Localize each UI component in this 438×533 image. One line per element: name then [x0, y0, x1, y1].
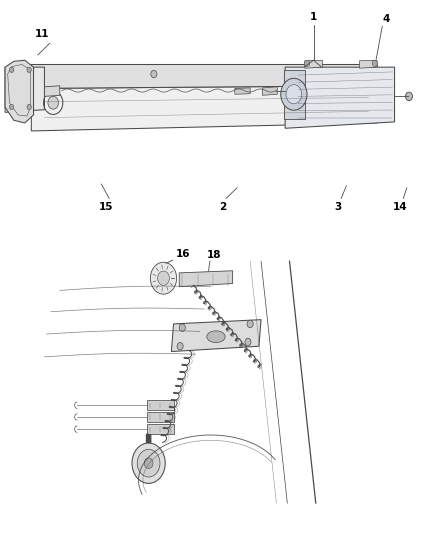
Circle shape — [179, 324, 185, 332]
Polygon shape — [31, 64, 376, 88]
Text: 14: 14 — [392, 201, 406, 212]
Polygon shape — [179, 271, 232, 287]
Circle shape — [27, 67, 31, 72]
Polygon shape — [171, 320, 261, 352]
Circle shape — [280, 78, 306, 110]
Circle shape — [286, 85, 301, 104]
Circle shape — [10, 104, 14, 110]
Circle shape — [144, 458, 152, 469]
Polygon shape — [147, 412, 173, 422]
Polygon shape — [304, 60, 321, 68]
Circle shape — [157, 271, 169, 285]
Polygon shape — [147, 424, 173, 434]
Circle shape — [137, 449, 159, 477]
Polygon shape — [5, 67, 44, 112]
Text: 3: 3 — [333, 201, 340, 212]
Circle shape — [48, 96, 58, 109]
Text: 15: 15 — [98, 201, 113, 212]
Ellipse shape — [206, 331, 225, 343]
Circle shape — [244, 338, 251, 346]
Circle shape — [405, 92, 412, 101]
Text: 1: 1 — [309, 12, 317, 22]
Circle shape — [150, 70, 156, 78]
Circle shape — [27, 104, 31, 110]
Text: 16: 16 — [175, 249, 190, 259]
Polygon shape — [284, 70, 304, 119]
Circle shape — [177, 343, 183, 350]
Polygon shape — [44, 86, 60, 96]
Circle shape — [304, 60, 309, 67]
Polygon shape — [31, 86, 376, 131]
Circle shape — [132, 443, 165, 483]
Text: 11: 11 — [35, 29, 49, 39]
Polygon shape — [262, 87, 277, 95]
Text: 18: 18 — [207, 250, 221, 260]
Circle shape — [247, 320, 253, 328]
Polygon shape — [285, 67, 394, 128]
Circle shape — [371, 60, 377, 67]
Circle shape — [10, 67, 14, 72]
Circle shape — [150, 262, 176, 294]
Text: 2: 2 — [219, 201, 226, 212]
Polygon shape — [234, 88, 250, 94]
Text: 4: 4 — [381, 13, 389, 23]
Polygon shape — [147, 400, 173, 410]
Polygon shape — [5, 60, 33, 123]
Polygon shape — [359, 60, 376, 68]
